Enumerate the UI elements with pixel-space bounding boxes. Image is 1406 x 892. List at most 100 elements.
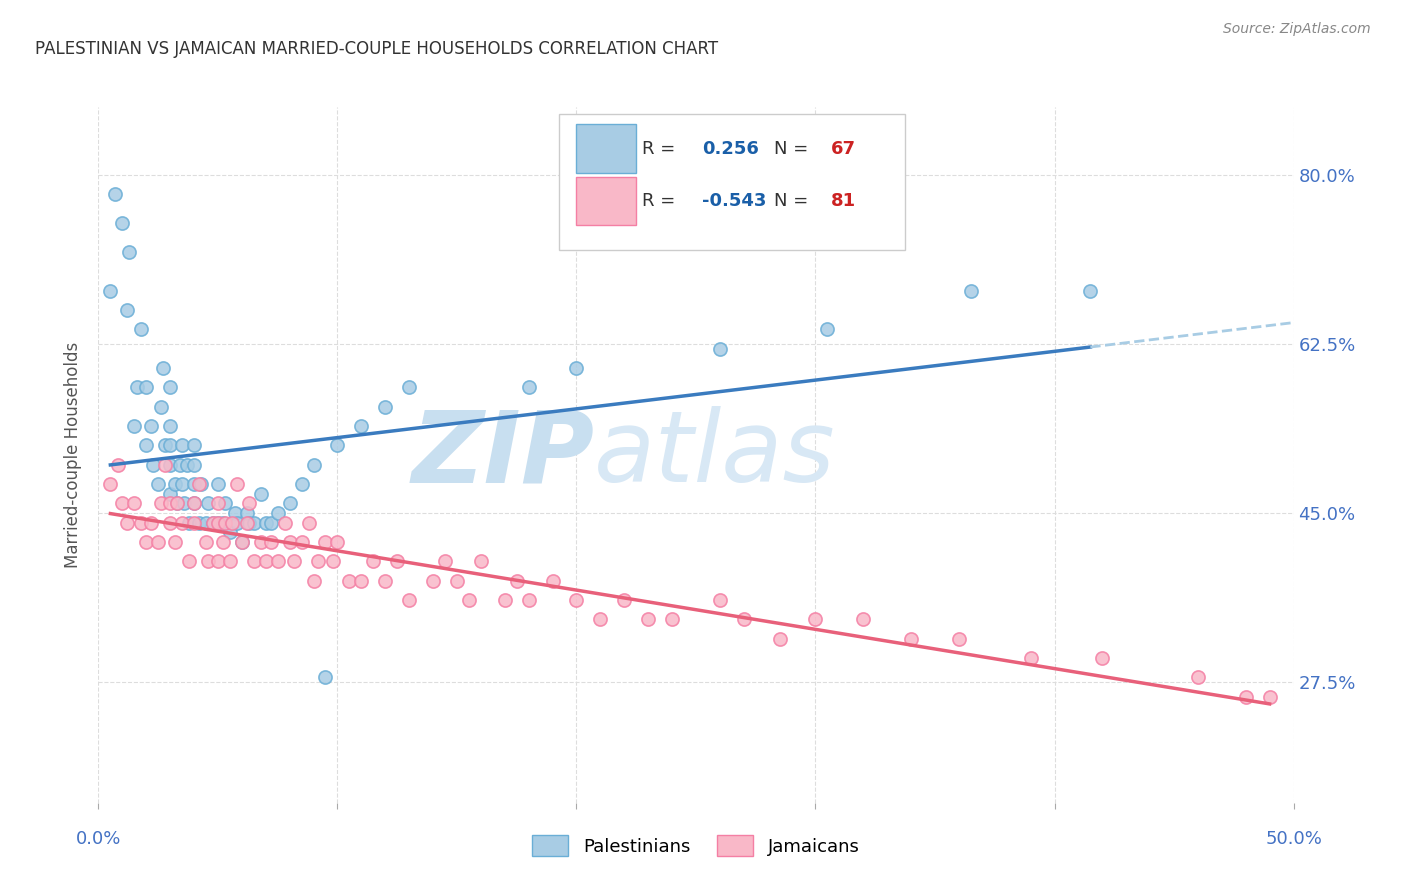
Point <box>207 516 229 530</box>
Point <box>1091 651 1114 665</box>
Point <box>202 516 225 530</box>
Point <box>589 612 612 626</box>
Point <box>159 486 181 500</box>
Point <box>183 496 205 510</box>
Point <box>374 400 396 414</box>
Point <box>118 244 141 259</box>
Point <box>187 516 209 530</box>
Point <box>163 476 186 491</box>
Point <box>195 516 218 530</box>
Point <box>179 516 201 530</box>
Point <box>326 534 349 549</box>
FancyBboxPatch shape <box>558 114 905 250</box>
Point <box>166 496 188 510</box>
Point <box>111 496 134 510</box>
Point <box>221 516 243 530</box>
Point <box>159 458 181 472</box>
Text: ZIP: ZIP <box>412 407 595 503</box>
Text: R =: R = <box>643 140 681 158</box>
Point <box>254 516 277 530</box>
Point <box>224 506 246 520</box>
Point <box>172 516 194 530</box>
Point <box>398 380 420 394</box>
Point <box>243 554 266 568</box>
Point <box>446 574 468 588</box>
Text: R =: R = <box>643 192 681 210</box>
Point <box>139 516 162 530</box>
Point <box>470 554 492 568</box>
Point <box>948 632 970 646</box>
Point <box>506 574 529 588</box>
Point <box>183 496 205 510</box>
Point <box>315 670 337 684</box>
Point <box>385 554 409 568</box>
Point <box>768 632 790 646</box>
Point <box>458 592 481 607</box>
Point <box>363 554 385 568</box>
Legend: Palestinians, Jamaicans: Palestinians, Jamaicans <box>524 828 868 863</box>
Text: Source: ZipAtlas.com: Source: ZipAtlas.com <box>1223 22 1371 37</box>
Y-axis label: Married-couple Households: Married-couple Households <box>65 342 83 568</box>
Point <box>291 476 314 491</box>
Point <box>541 574 564 588</box>
Point <box>238 496 260 510</box>
Point <box>135 380 157 394</box>
Text: 67: 67 <box>831 140 856 158</box>
Point <box>298 516 321 530</box>
Point <box>267 554 290 568</box>
Point <box>149 496 172 510</box>
Text: PALESTINIAN VS JAMAICAN MARRIED-COUPLE HOUSEHOLDS CORRELATION CHART: PALESTINIAN VS JAMAICAN MARRIED-COUPLE H… <box>35 40 718 58</box>
Point <box>852 612 875 626</box>
FancyBboxPatch shape <box>576 177 637 226</box>
Point <box>278 534 301 549</box>
Point <box>238 516 260 530</box>
Point <box>322 554 344 568</box>
Point <box>202 516 225 530</box>
Point <box>231 534 253 549</box>
Point <box>183 438 205 452</box>
Point <box>315 534 337 549</box>
Point <box>190 476 212 491</box>
Point <box>219 525 242 540</box>
Point <box>115 516 138 530</box>
Point <box>302 574 325 588</box>
Point <box>1019 651 1042 665</box>
Point <box>517 380 540 394</box>
Point <box>148 534 170 549</box>
Text: 0.256: 0.256 <box>702 140 759 158</box>
Point <box>131 516 153 530</box>
Point <box>169 458 191 472</box>
Point <box>661 612 683 626</box>
Point <box>159 380 181 394</box>
Point <box>733 612 755 626</box>
Point <box>159 418 181 433</box>
Point <box>250 534 273 549</box>
Point <box>176 458 198 472</box>
Point <box>159 516 181 530</box>
Point <box>104 186 127 201</box>
Point <box>231 534 253 549</box>
Point <box>815 322 838 336</box>
Point <box>283 554 305 568</box>
Point <box>226 476 249 491</box>
Point <box>155 458 177 472</box>
Point <box>214 496 236 510</box>
Point <box>1080 284 1102 298</box>
Point <box>148 476 170 491</box>
Point <box>960 284 983 298</box>
Point <box>637 612 659 626</box>
Point <box>152 360 174 375</box>
Point <box>565 360 588 375</box>
Point <box>326 438 349 452</box>
Point <box>124 418 146 433</box>
Point <box>155 438 177 452</box>
Point <box>98 476 122 491</box>
Point <box>307 554 329 568</box>
Point <box>302 458 325 472</box>
Point <box>166 496 188 510</box>
Point <box>173 496 195 510</box>
Point <box>142 458 165 472</box>
Point <box>187 476 209 491</box>
Point <box>131 322 153 336</box>
Point <box>183 476 205 491</box>
